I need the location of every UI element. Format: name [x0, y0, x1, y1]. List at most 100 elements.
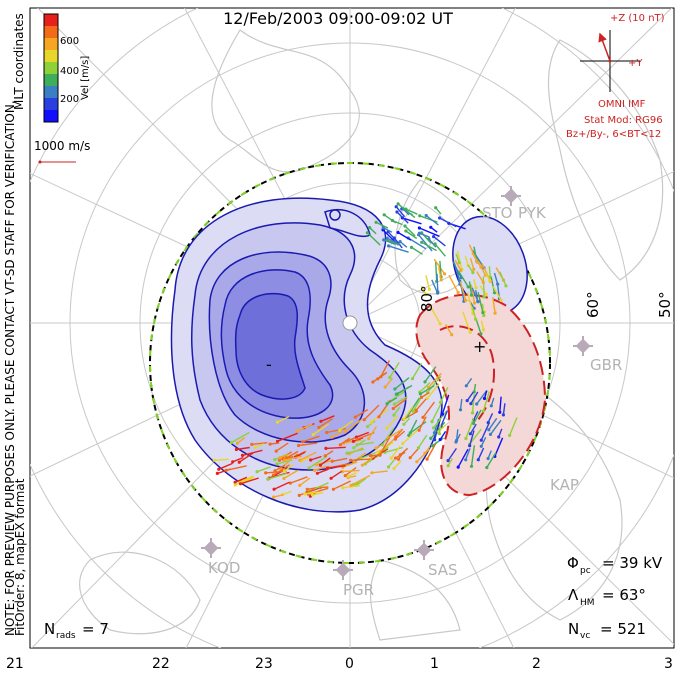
- velocity-vector: [284, 464, 294, 472]
- scale-vector-label: 1000 m/s: [34, 139, 90, 153]
- velocity-vector: [406, 397, 420, 417]
- velocity-vector: [486, 452, 497, 468]
- velocity-vector: [427, 372, 442, 388]
- velocity-vector: [411, 362, 423, 379]
- velocity-vector-origin: [508, 433, 512, 437]
- velocity-vector-origin: [338, 443, 342, 447]
- velocity-vector-origin: [418, 392, 422, 396]
- velocity-vector: [274, 464, 286, 472]
- positive-potential-cell: [415, 293, 547, 497]
- velocity-vector: [366, 232, 381, 246]
- velocity-vector: [236, 446, 250, 451]
- velocity-vector: [273, 464, 290, 476]
- velocity-vector: [467, 292, 474, 314]
- velocity-vector-origin: [468, 444, 472, 448]
- velocity-vector-origin: [455, 438, 459, 442]
- velocity-vector: [238, 452, 254, 463]
- svg-text:N: N: [44, 620, 55, 638]
- velocity-vector-origin: [353, 415, 357, 419]
- velocity-vector-origin: [298, 458, 302, 462]
- velocity-vector: [464, 255, 469, 266]
- imf-condition: Bz+/By-, 6<BT<12: [566, 129, 661, 140]
- velocity-vector: [404, 225, 416, 237]
- velocity-vector: [386, 237, 401, 246]
- velocity-vector-origin: [275, 420, 280, 424]
- velocity-vector-origin: [382, 238, 386, 242]
- velocity-vector: [275, 442, 289, 452]
- velocity-vector-origin: [275, 462, 279, 466]
- velocity-vector: [356, 431, 370, 438]
- velocity-vector-origin: [283, 458, 287, 462]
- velocity-vector: [302, 435, 320, 443]
- mlt-tick-3: 3: [664, 656, 673, 672]
- imf-model: Stat Mod: RG96: [584, 115, 663, 126]
- velocity-vector-origin: [298, 483, 302, 487]
- velocity-vector-origin: [268, 442, 272, 446]
- svg-text:Φ: Φ: [567, 554, 579, 572]
- velocity-vector-origin: [476, 300, 480, 304]
- velocity-vector: [427, 375, 442, 393]
- velocity-vector-origin: [433, 242, 437, 246]
- velocity-vector: [407, 237, 427, 250]
- velocity-vector-origin: [301, 440, 305, 444]
- magnetic-pole-marker: [342, 315, 358, 331]
- velocity-vector: [273, 481, 290, 490]
- colorbar-tick-200: 200: [60, 94, 79, 105]
- velocity-vector-origin: [234, 447, 238, 452]
- velocity-vector-origin: [355, 437, 359, 441]
- scale-vector-origin: [38, 160, 42, 164]
- mlt-axis: 21 22 23 0 1 2 3: [6, 656, 673, 672]
- velocity-vector: [405, 230, 418, 240]
- velocity-vector-origin: [394, 205, 398, 209]
- velocity-vector: [439, 260, 442, 277]
- velocity-vector: [402, 429, 419, 445]
- velocity-vector-origin: [469, 464, 474, 468]
- velocity-vector-origin: [456, 290, 460, 295]
- velocity-vector-origin: [433, 438, 437, 442]
- velocity-vector: [469, 428, 482, 445]
- velocity-vector-origin: [377, 415, 381, 419]
- mlt-tick-1: 1: [430, 656, 439, 672]
- svg-text:Λ: Λ: [568, 586, 579, 604]
- velocity-vector: [298, 442, 318, 447]
- velocity-vector: [479, 285, 487, 295]
- velocity-vector: [354, 409, 369, 418]
- mlt-tick-23: 23: [255, 656, 273, 672]
- station-label-sas: SAS: [428, 561, 458, 579]
- velocity-vector: [477, 447, 485, 460]
- velocity-vector: [440, 410, 449, 427]
- velocity-vector-origin: [427, 287, 431, 291]
- velocity-vector: [396, 211, 409, 224]
- imf-clock-dial: [580, 30, 640, 92]
- velocity-vector-origin: [385, 402, 389, 406]
- velocity-vector-origin: [231, 460, 235, 464]
- velocity-vector-origin: [464, 298, 468, 302]
- velocity-vector-origin: [343, 474, 347, 478]
- velocity-vector: [310, 455, 322, 461]
- velocity-vector-origin: [271, 473, 275, 477]
- velocity-vector: [353, 439, 366, 449]
- velocity-vector: [317, 468, 329, 474]
- velocity-vector-origin: [319, 419, 323, 423]
- velocity-vector-origin: [425, 457, 429, 461]
- velocity-vector: [397, 231, 412, 241]
- velocity-vector: [394, 377, 410, 390]
- velocity-vector-origin: [486, 421, 490, 425]
- velocity-vector: [395, 428, 404, 438]
- velocity-vector-origin: [437, 432, 442, 436]
- velocity-vector-origin: [277, 458, 282, 462]
- velocity-vector: [475, 319, 482, 334]
- velocity-vector: [277, 415, 290, 423]
- velocity-vector: [418, 416, 427, 431]
- velocity-vector-origin: [297, 493, 301, 497]
- velocity-vector: [419, 382, 431, 393]
- velocity-vector-origin: [318, 463, 322, 467]
- velocity-vector-origin: [471, 271, 475, 275]
- velocity-vector: [312, 423, 330, 436]
- velocity-vector: [384, 446, 403, 454]
- velocity-vector: [471, 287, 479, 303]
- velocity-vector: [251, 442, 268, 446]
- velocity-vector: [459, 281, 467, 301]
